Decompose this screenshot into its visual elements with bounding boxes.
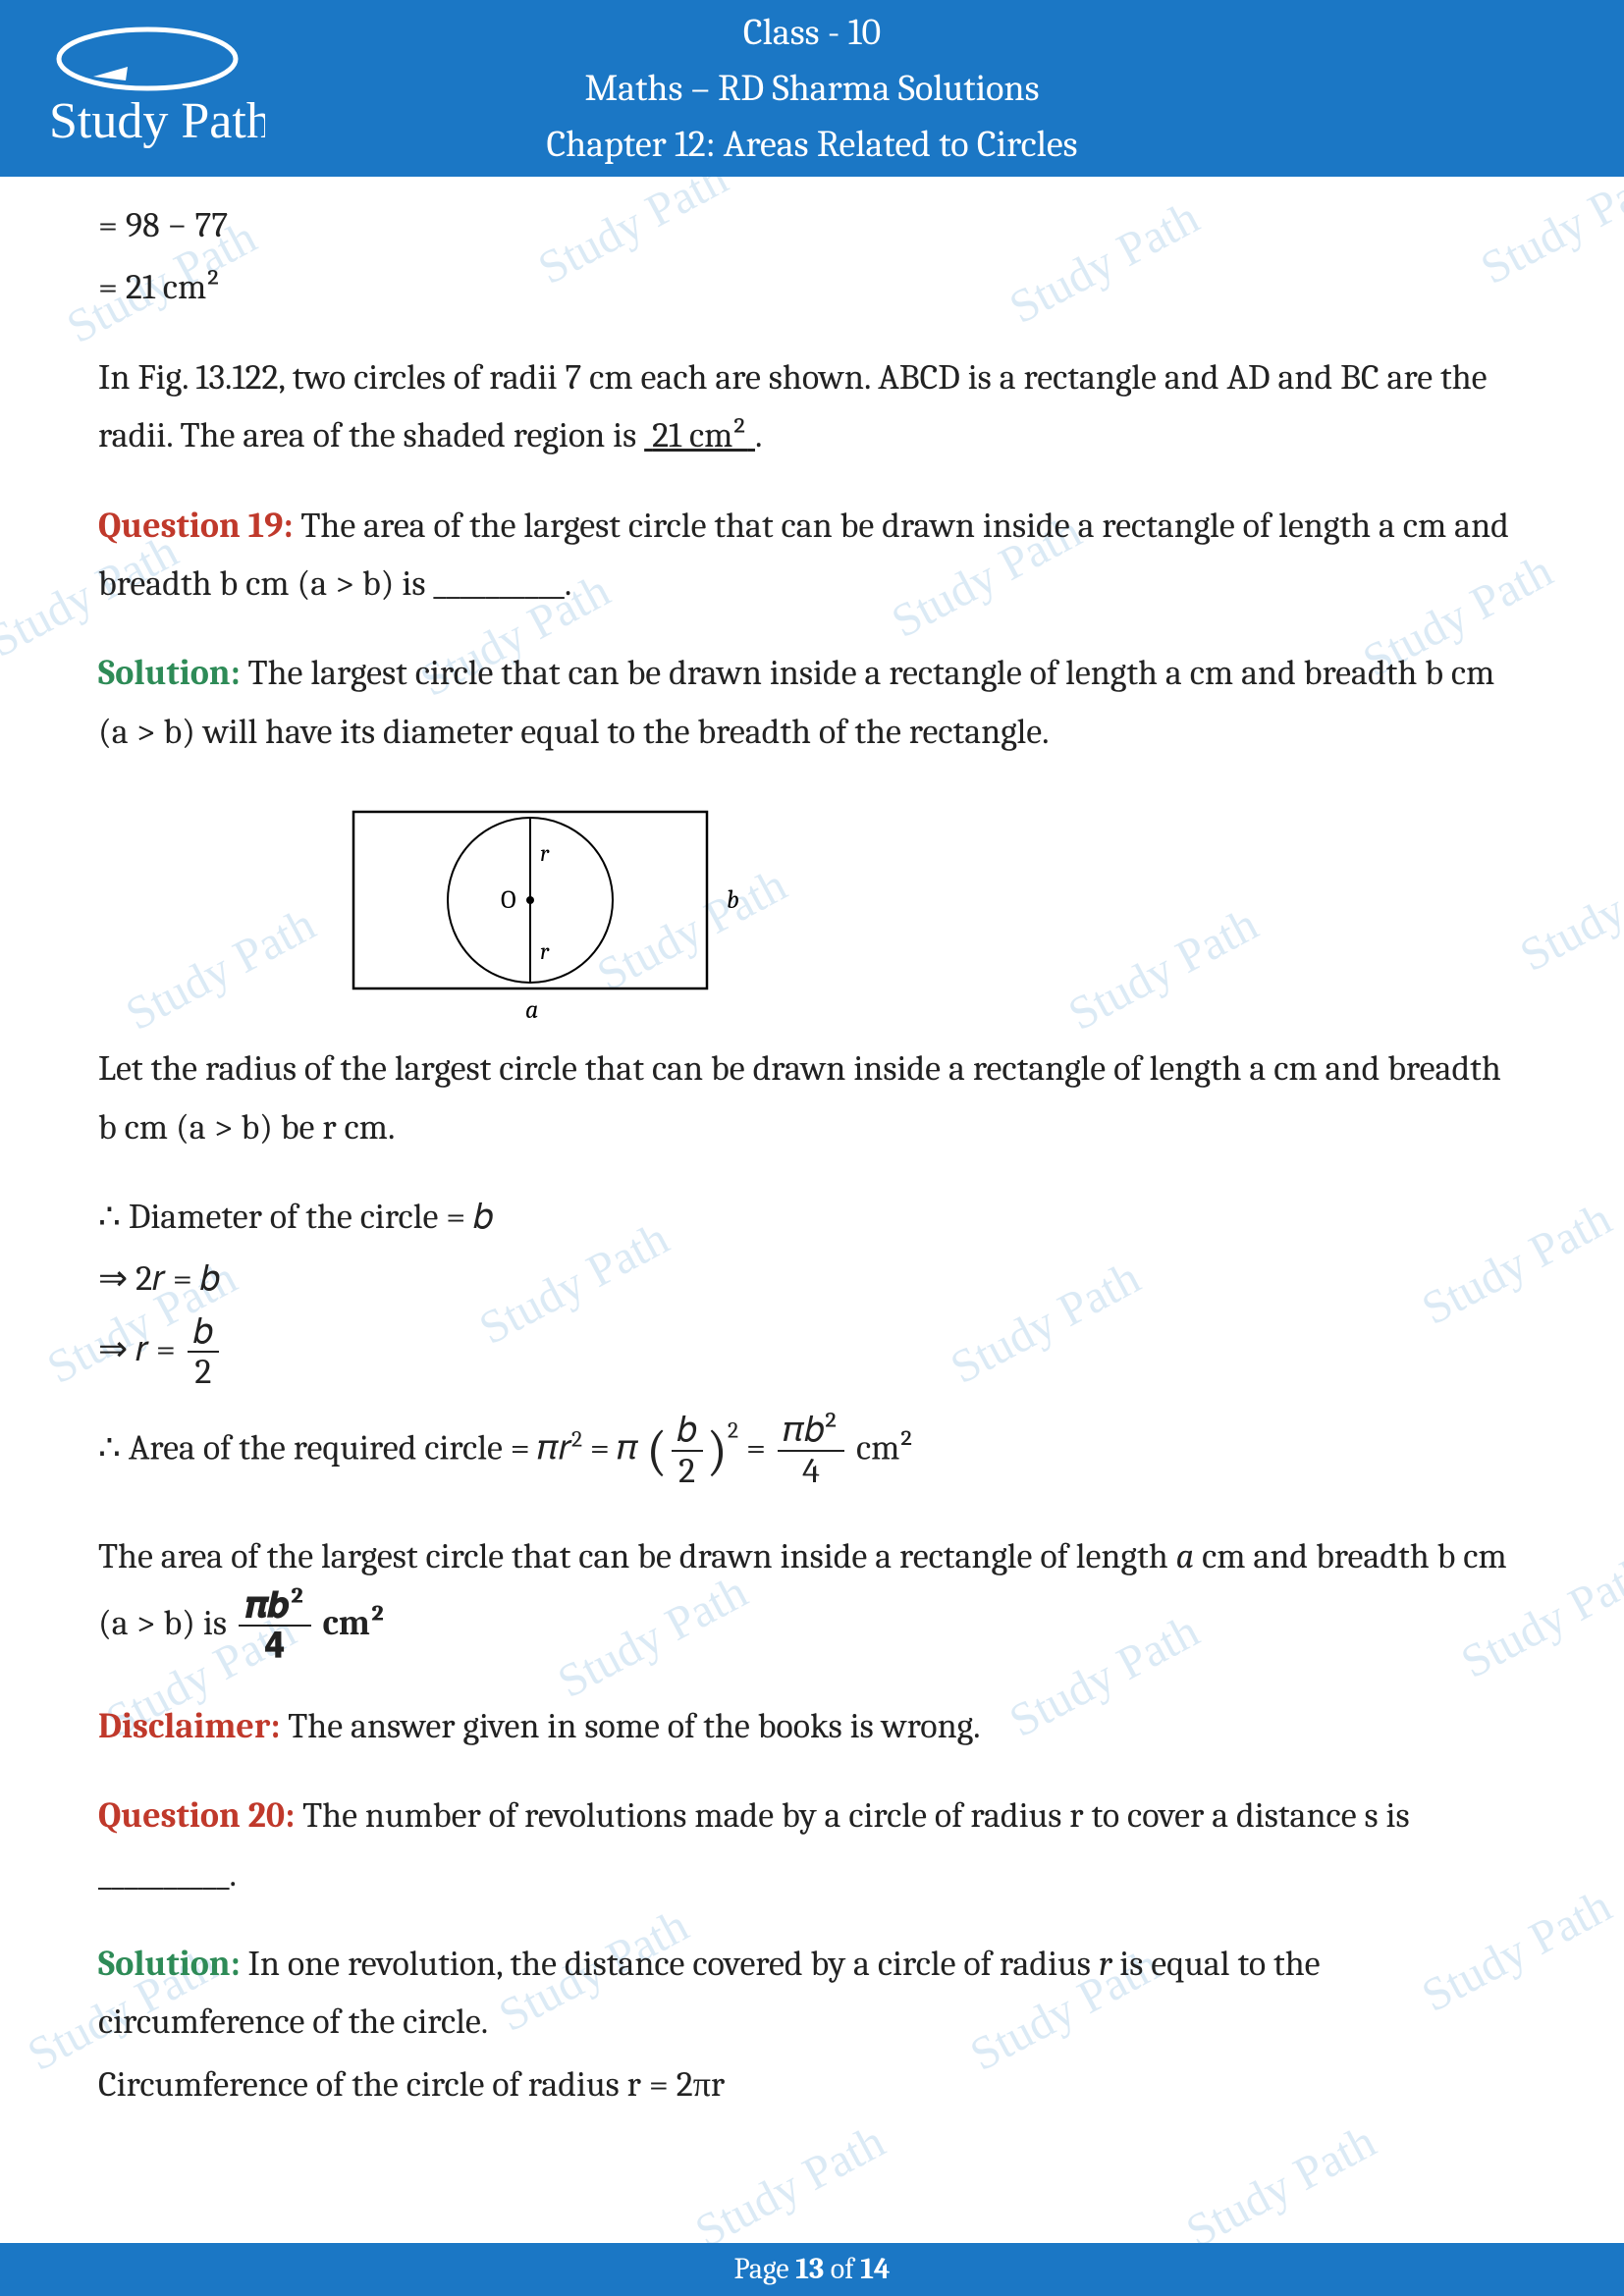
- fraction-pib2-4: 𝜋𝑏²4: [778, 1411, 844, 1490]
- footer-mid: of: [824, 2252, 860, 2286]
- subject-line: Maths – RD Sharma Solutions: [275, 61, 1349, 117]
- disclaimer-text: The answer given in some of the books is…: [280, 1706, 980, 1746]
- header-titles: Class - 10 Maths – RD Sharma Solutions C…: [275, 5, 1349, 173]
- solution-19-intro: Solution: The largest circle that can be…: [98, 644, 1526, 761]
- s19-conclusion: The area of the largest circle that can …: [98, 1527, 1526, 1666]
- fraction-b-2: 𝑏2: [188, 1312, 219, 1392]
- watermark: Study Path: [1177, 2114, 1384, 2259]
- q18-text-before: In Fig. 13.122, two circles of radii 7 c…: [98, 357, 1488, 455]
- q19-text: The area of the largest circle that can …: [98, 506, 1509, 604]
- svg-text:b: b: [727, 885, 739, 915]
- rectangle-circle-diagram: O r r a b: [334, 792, 1526, 1028]
- q18-answer: 21 cm²: [644, 415, 755, 455]
- svg-text:r: r: [540, 937, 550, 965]
- s19-let-text: Let the radius of the largest circle tha…: [98, 1040, 1526, 1156]
- content-area: = 98 − 77 = 21 cm² In Fig. 13.122, two c…: [0, 177, 1624, 2113]
- diagram-svg: O r r a b: [334, 792, 766, 1028]
- fraction-final: 𝝅𝒃²𝟒: [239, 1586, 311, 1666]
- s20-before: In one revolution, the distance covered …: [241, 1944, 1099, 1984]
- s19-step1: ∴ Diameter of the circle = 𝑏: [98, 1188, 1526, 1246]
- q19-label: Question 19:: [98, 506, 293, 546]
- page-header: Study Path Class - 10 Maths – RD Sharma …: [0, 0, 1624, 177]
- s19-area: ∴ Area of the required circle = 𝜋𝑟2 = 𝜋 …: [98, 1406, 1526, 1496]
- svg-text:Study Path: Study Path: [49, 93, 265, 149]
- svg-text:O: O: [501, 885, 516, 915]
- q18-conclusion: In Fig. 13.122, two circles of radii 7 c…: [98, 348, 1526, 465]
- prev-step-1: = 98 − 77: [98, 196, 1526, 254]
- svg-text:r: r: [540, 839, 550, 867]
- q20-label: Question 20:: [98, 1795, 295, 1836]
- prev-step-2: = 21 cm²: [98, 258, 1526, 316]
- q18-text-after: .: [755, 415, 762, 455]
- disclaimer: Disclaimer: The answer given in some of …: [98, 1697, 1526, 1755]
- class-line: Class - 10: [275, 5, 1349, 61]
- s20-r: r: [1099, 1944, 1112, 1984]
- s19-intro-text: The largest circle that can be drawn ins…: [98, 653, 1494, 751]
- s20-label: Solution:: [98, 1944, 241, 1984]
- footer-current: 13: [795, 2252, 824, 2286]
- solution-20: Solution: In one revolution, the distanc…: [98, 1935, 1526, 2052]
- chapter-line: Chapter 12: Areas Related to Circles: [275, 117, 1349, 173]
- logo: Study Path: [39, 20, 275, 157]
- s20-circumference: Circumference of the circle of radius r …: [98, 2056, 1526, 2113]
- watermark: Study Path: [686, 2114, 893, 2259]
- footer-total: 14: [860, 2252, 890, 2286]
- svg-text:a: a: [525, 995, 538, 1025]
- page-footer: Page 13 of 14: [0, 2243, 1624, 2296]
- s19-step2: ⇒ 2𝑟 = 𝑏: [98, 1250, 1526, 1308]
- study-path-logo-icon: Study Path: [39, 20, 265, 157]
- question-19: Question 19: The area of the largest cir…: [98, 497, 1526, 614]
- disclaimer-label: Disclaimer:: [98, 1706, 280, 1746]
- s19-label: Solution:: [98, 653, 241, 693]
- question-20: Question 20: The number of revolutions m…: [98, 1787, 1526, 1903]
- s19-step3: ⇒ 𝑟 = 𝑏2: [98, 1312, 1526, 1392]
- fraction-paren: 𝑏2: [672, 1411, 703, 1490]
- footer-prefix: Page: [733, 2252, 795, 2286]
- q20-text: The number of revolutions made by a circ…: [98, 1795, 1410, 1894]
